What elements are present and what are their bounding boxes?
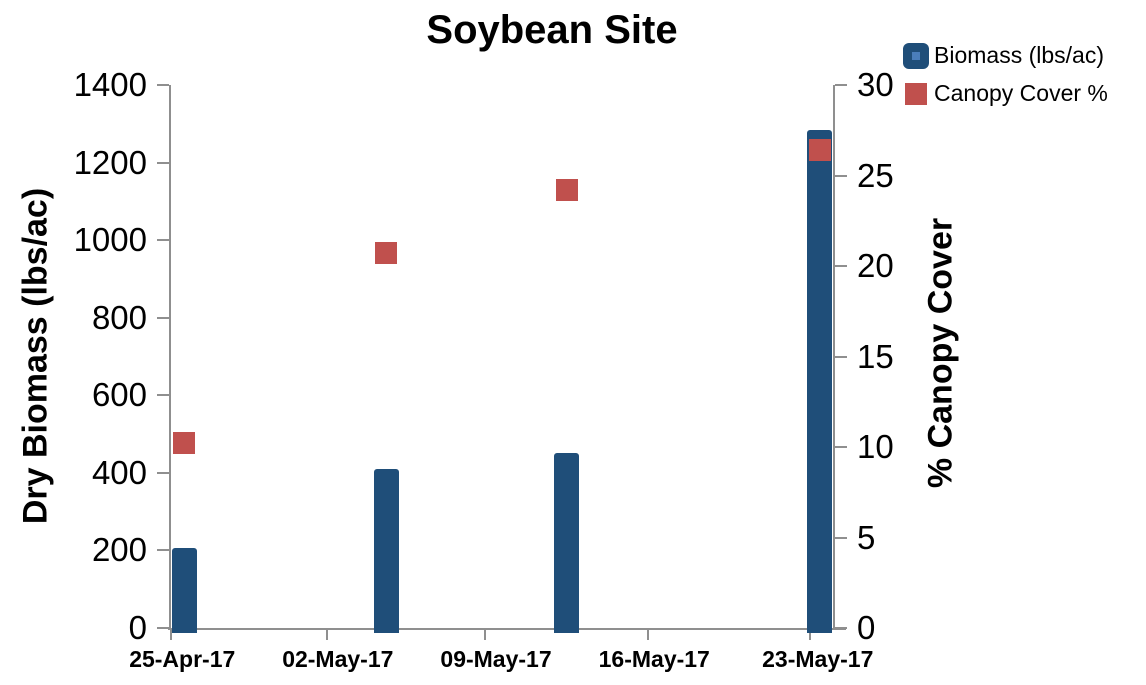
right-axis-tick-label: 5: [857, 518, 876, 556]
right-axis-tick: [835, 446, 847, 448]
bar-biomass: [554, 453, 580, 633]
canopy-series-swatch-icon: [905, 82, 927, 105]
left-axis-tick: [157, 239, 169, 242]
marker-canopy: [375, 242, 398, 265]
bar-biomass: [373, 468, 399, 633]
marker-canopy: [555, 178, 578, 201]
x-axis-tick: [326, 628, 329, 640]
left-axis-tick: [157, 316, 169, 319]
left-axis-tick: [157, 394, 169, 397]
right-axis-tick-label: 30: [857, 66, 894, 103]
x-axis-tick-label: 02-May-17: [282, 646, 394, 672]
right-axis-line: [833, 85, 835, 630]
x-axis-tick: [483, 628, 486, 640]
x-axis-tick-label: 23-May-17: [762, 646, 874, 672]
bottom-axis-line: [168, 628, 846, 630]
x-axis-tick-label: 09-May-17: [440, 646, 552, 672]
right-axis-tick: [835, 355, 847, 358]
marker-canopy: [808, 139, 831, 162]
chart-title: Soybean Site: [426, 8, 678, 52]
right-axis-tick-label: 25: [857, 156, 894, 194]
x-axis-tick-label: 25-Apr-17: [129, 646, 236, 672]
legend-label-biomass: Biomass (lbs/ac): [934, 42, 1104, 68]
right-axis-tick-label: 20: [857, 247, 894, 284]
biomass-series-swatch-icon: [903, 42, 929, 69]
right-axis-tick: [835, 536, 847, 539]
right-axis-tick-label: 10: [857, 428, 894, 465]
legend-label-canopy: Canopy Cover %: [934, 80, 1108, 106]
x-axis-tick: [808, 628, 811, 640]
left-axis-tick: [157, 84, 169, 86]
left-axis-tick: [157, 549, 169, 552]
x-axis-tick-label: 16-May-17: [598, 646, 710, 672]
biomass-swatch-dot-icon: [912, 51, 920, 60]
legend-item-biomass: Biomass (lbs/ac): [903, 42, 1108, 69]
left-axis-tick-label: 1000: [73, 221, 147, 259]
right-axis-tick: [835, 174, 847, 177]
left-axis-tick-label: 800: [91, 298, 147, 336]
left-axis-tick: [157, 161, 169, 164]
marker-canopy: [173, 432, 196, 455]
left-axis-tick-label: 600: [91, 376, 147, 414]
right-axis-tick: [835, 627, 847, 629]
left-axis-tick-label: 1200: [73, 143, 147, 181]
right-axis-title: % Canopy Cover: [921, 217, 960, 488]
legend-item-canopy: Canopy Cover %: [903, 80, 1108, 107]
left-axis-tick-label: 200: [91, 531, 147, 569]
left-axis-title: Dry Biomass (lbs/ac): [16, 187, 55, 524]
left-axis-tick-label: 400: [91, 453, 147, 491]
right-axis-tick: [835, 84, 847, 86]
x-axis-tick: [647, 628, 650, 640]
bar-biomass: [171, 548, 197, 633]
legend: Biomass (lbs/ac) Canopy Cover %: [903, 42, 1108, 118]
right-axis-tick: [835, 265, 847, 267]
left-axis-tick-label: 1400: [73, 66, 147, 103]
x-axis-tick: [170, 628, 172, 640]
bar-biomass: [807, 129, 833, 633]
left-axis-line: [169, 85, 171, 630]
left-axis-tick-label: 0: [128, 609, 147, 646]
left-axis-tick: [157, 471, 169, 474]
right-axis-tick-label: 15: [857, 337, 894, 375]
left-axis-tick: [157, 627, 169, 629]
right-axis-tick-label: 0: [857, 609, 876, 646]
